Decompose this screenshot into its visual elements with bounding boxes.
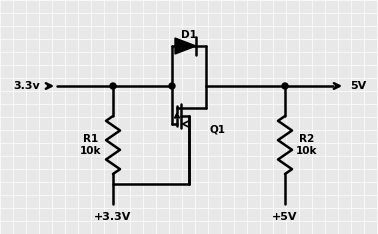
Text: +5V: +5V: [272, 212, 298, 222]
Circle shape: [169, 83, 175, 89]
Circle shape: [282, 83, 288, 89]
Circle shape: [110, 83, 116, 89]
Text: 5V: 5V: [350, 81, 366, 91]
Text: D1: D1: [181, 30, 197, 40]
Text: +3.3V: +3.3V: [94, 212, 132, 222]
Text: R2
10k: R2 10k: [296, 134, 318, 156]
Polygon shape: [175, 113, 180, 118]
Polygon shape: [175, 38, 196, 54]
Text: 3.3v: 3.3v: [13, 81, 40, 91]
Text: R1
10k: R1 10k: [80, 134, 102, 156]
Text: Q1: Q1: [209, 125, 225, 135]
